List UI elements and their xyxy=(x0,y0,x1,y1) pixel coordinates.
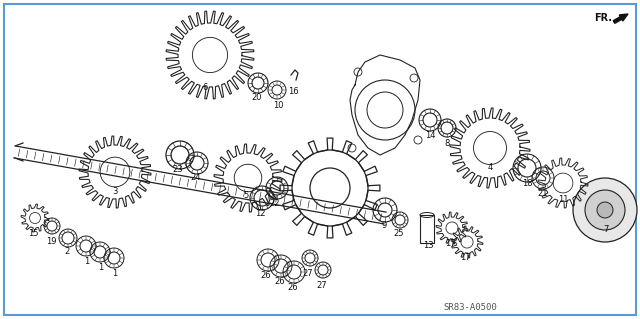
Text: 20: 20 xyxy=(252,93,262,102)
Circle shape xyxy=(597,202,613,218)
FancyArrow shape xyxy=(613,14,628,23)
Text: 26: 26 xyxy=(288,283,298,292)
Text: 1: 1 xyxy=(113,270,118,278)
Text: 15: 15 xyxy=(28,228,38,238)
Circle shape xyxy=(573,178,637,242)
Text: 1: 1 xyxy=(84,257,90,266)
Text: 5: 5 xyxy=(243,191,248,201)
Text: FR.: FR. xyxy=(594,13,612,23)
Text: 18: 18 xyxy=(522,179,532,188)
Text: 27: 27 xyxy=(317,280,327,290)
Text: 25: 25 xyxy=(394,229,404,239)
Text: 26: 26 xyxy=(260,271,271,279)
Text: 10: 10 xyxy=(273,100,284,109)
Text: 27: 27 xyxy=(303,269,314,278)
Text: 26: 26 xyxy=(275,277,285,286)
Text: 3: 3 xyxy=(112,188,118,197)
Text: 2: 2 xyxy=(65,248,70,256)
Text: 12: 12 xyxy=(255,209,265,218)
Text: SR83-A0500: SR83-A0500 xyxy=(444,303,497,312)
Text: 14: 14 xyxy=(425,130,435,139)
Text: 6: 6 xyxy=(202,84,208,93)
Text: 17: 17 xyxy=(460,254,470,263)
Text: 1: 1 xyxy=(99,263,104,272)
Text: 11: 11 xyxy=(557,196,568,204)
Text: 19: 19 xyxy=(45,236,56,246)
Text: 21: 21 xyxy=(538,189,548,198)
Text: 17: 17 xyxy=(445,240,455,249)
Text: 4: 4 xyxy=(488,164,493,173)
Circle shape xyxy=(585,190,625,230)
Text: 9: 9 xyxy=(381,220,387,229)
Text: 13: 13 xyxy=(422,241,433,249)
Bar xyxy=(420,215,434,243)
Text: 7: 7 xyxy=(604,226,609,234)
Text: 8: 8 xyxy=(444,138,450,147)
Text: 23: 23 xyxy=(173,166,183,174)
Text: 22: 22 xyxy=(269,198,280,207)
Text: 24: 24 xyxy=(191,174,201,182)
Text: 16: 16 xyxy=(288,87,298,97)
